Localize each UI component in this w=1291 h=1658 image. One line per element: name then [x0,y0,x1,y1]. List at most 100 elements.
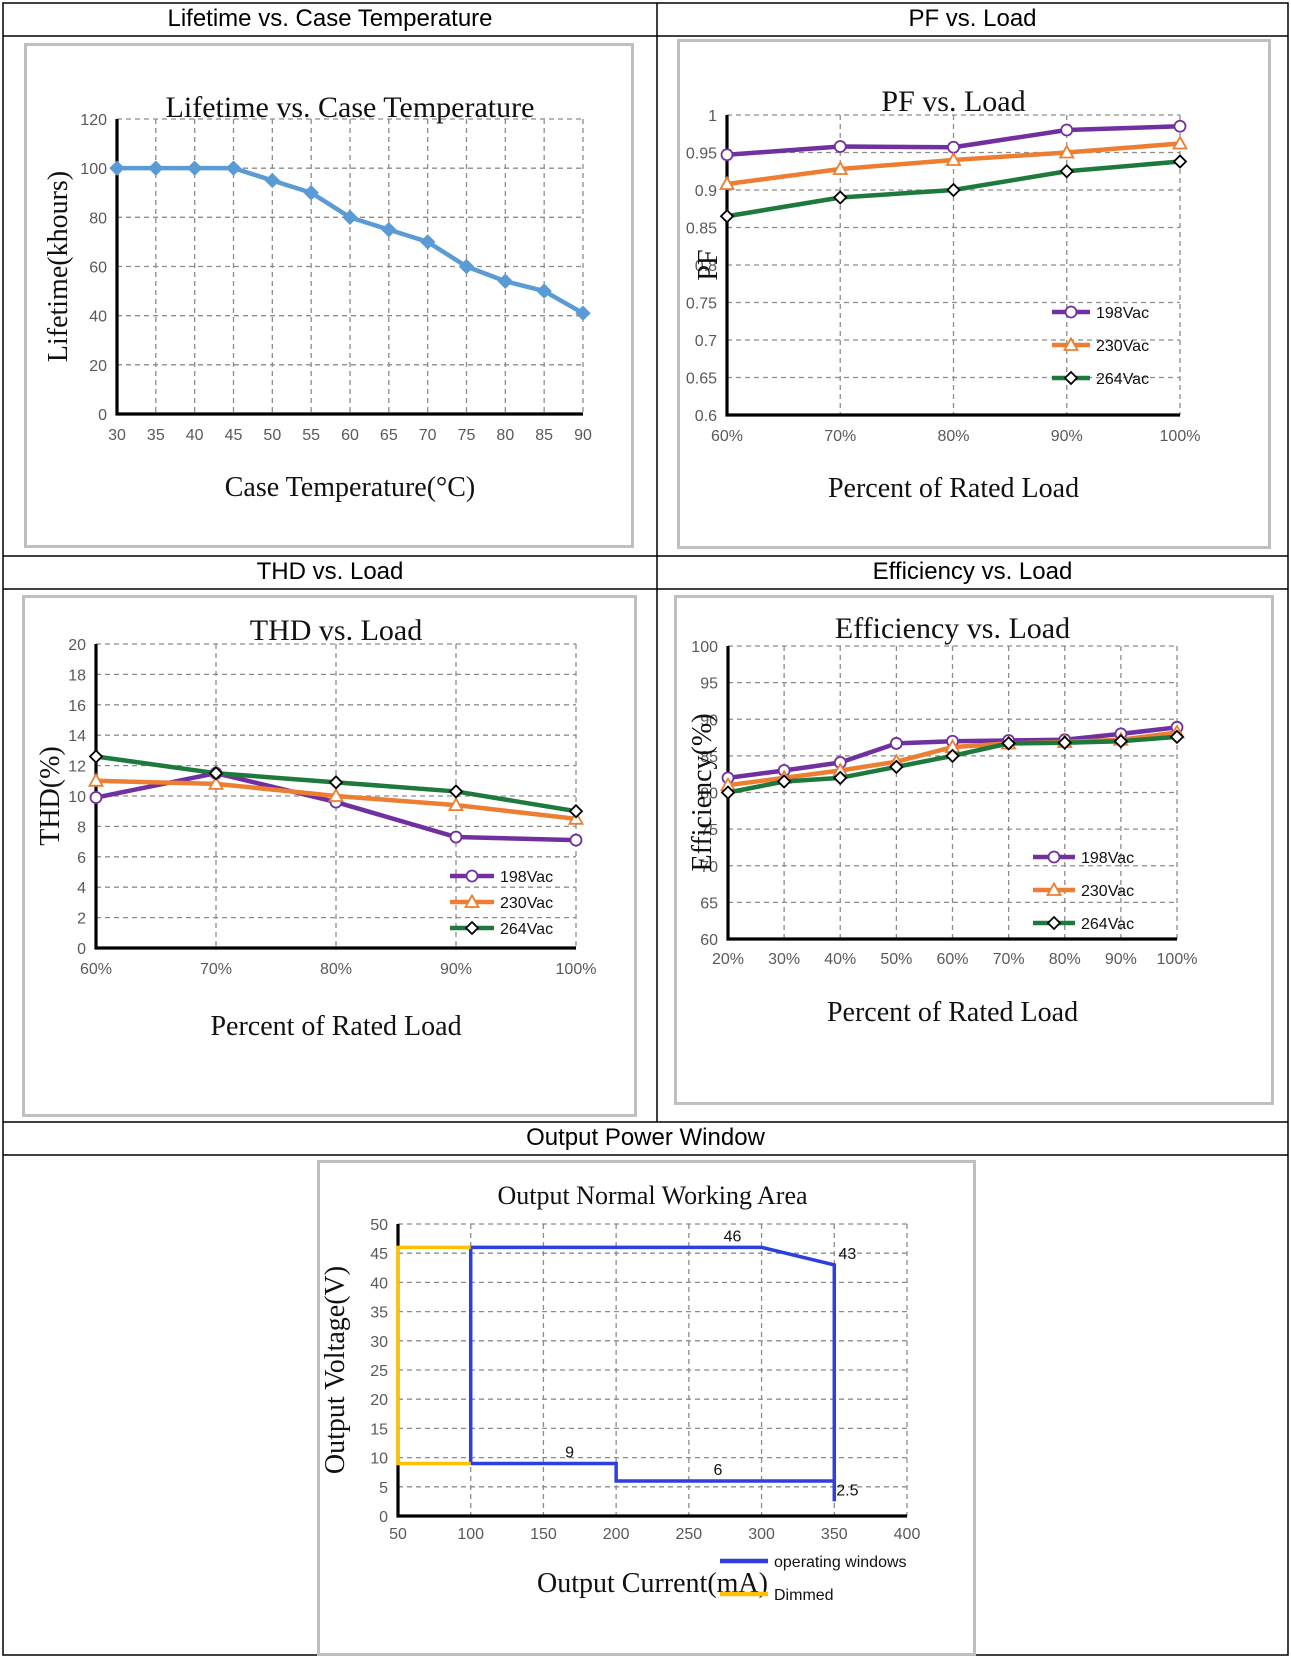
pf-series-230vac [718,135,1189,190]
output-annotation: 6 [713,1462,722,1479]
thd-y-tick-label: 12 [68,759,86,776]
header-efficiency: Efficiency vs. Load [872,558,1073,585]
output-chart-frame: Output Normal Working Area 0 5 10 15 20 25 30 35… [317,1160,976,1656]
output-x-tick-label: 400 [894,1526,921,1543]
thd-y-tick-label: 6 [77,850,86,867]
thd-data-point [207,775,225,790]
efficiency-data-point [889,759,904,775]
pf-y-tick-label: 0.65 [686,371,717,388]
thd-data-point [449,830,463,844]
thd-chart-frame: THD vs. Load 0 2 4 6 8 10 12 14 16 18 20 60% 70% 80% 90… [22,595,637,1117]
efficiency-data-point [945,748,960,764]
output-legend: operating windows Dimmed [720,1554,907,1604]
thd-data-point [88,749,104,764]
efficiency-x-tick-label: 80% [1049,951,1081,968]
lifetime-x-tick-label: 45 [225,427,243,444]
pf-x-tick-label: 80% [937,428,969,445]
header-output: Output Power Window [526,1124,765,1151]
thd-legend-label: 198Vac [500,869,553,886]
output-y-tick-label: 45 [370,1246,388,1263]
efficiency-x-tick-label: 60% [936,951,968,968]
lifetime-x-axis-label: Case Temperature(°C) [225,472,476,503]
pf-data-point [946,182,961,198]
lifetime-data-point [575,305,591,321]
thd-x-tick-label: 80% [320,961,352,978]
lifetime-data-point [225,160,242,176]
output-series-dimmed [396,1245,471,1466]
thd-legend-label: 230Vac [500,895,553,912]
output-y-tick-label: 35 [370,1305,388,1322]
pf-data-point [719,208,735,224]
pf-y-tick-label: 0.7 [695,333,717,350]
output-x-tick-label: 350 [821,1526,848,1543]
output-y-axis-label: Output Voltage(V) [320,1266,351,1474]
thd-chart: THD vs. Load 0 2 4 6 8 10 12 14 16 18 20 60% 70% 80% 90… [35,614,597,1042]
thd-plot-root: THD vs. Load 0 2 4 6 8 10 12 14 16 18 20 60% 70% 80% 90… [35,614,597,1042]
thd-data-point [568,803,584,819]
lifetime-x-tick-label: 80 [496,427,514,444]
pf-data-point [832,160,849,175]
thd-legend-marker [463,893,481,908]
efficiency-data-point [1113,733,1129,749]
lifetime-x-tick-label: 55 [302,427,320,444]
efficiency-y-tick-label: 80 [700,786,718,803]
lifetime-data-point [536,283,552,299]
lifetime-x-tick-label: 35 [147,427,165,444]
pf-y-tick-label: 0.95 [686,146,717,163]
pf-data-point [718,175,736,190]
output-series-line [396,1245,471,1466]
efficiency-y-tick-label: 65 [700,895,718,912]
pf-legend-marker [1063,370,1079,386]
lifetime-x-tick-label: 40 [186,427,204,444]
output-plot-root: Output Normal Working Area 0 5 10 15 20 25 30 35… [320,1181,921,1604]
pf-data-point [1172,154,1188,169]
lifetime-x-tick-label: 85 [535,427,553,444]
efficiency-y-tick-label: 95 [700,676,718,693]
efficiency-data-point [1001,736,1016,751]
lifetime-x-tick-label: 30 [108,427,126,444]
lifetime-data-point [109,160,125,176]
header-thd: THD vs. Load [256,558,404,585]
efficiency-legend-label: 264Vac [1081,916,1134,933]
output-x-tick-label: 200 [603,1526,630,1543]
pf-series-264vac [719,154,1188,224]
output-annotation: 9 [565,1444,574,1461]
efficiency-y-axis-label: Efficiency(%) [687,713,718,871]
efficiency-data-point [1057,735,1073,750]
pf-x-axis-label: Percent of Rated Load [828,473,1079,504]
efficiency-legend-label: 230Vac [1081,883,1134,900]
thd-data-point [89,791,103,804]
efficiency-legend-marker [1046,915,1062,931]
output-y-tick-label: 25 [370,1363,388,1380]
efficiency-legend-label: 198Vac [1081,850,1134,867]
pf-data-point [947,140,960,154]
thd-legend: 198Vac 230Vac 264Vac [450,869,553,938]
thd-y-tick-label: 14 [68,728,86,745]
pf-chart-frame: PF vs. Load 0.6 0.65 0.7 0.75 0.8 0.85 0.9 0.95 1… [677,39,1271,549]
thd-y-tick-label: 16 [68,698,86,715]
efficiency-x-tick-label: 20% [712,951,744,968]
efficiency-x-tick-label: 30% [768,951,800,968]
pf-x-tick-label: 100% [1160,428,1201,445]
output-legend-label: Dimmed [774,1587,834,1604]
pf-plot-root: PF vs. Load 0.6 0.65 0.7 0.75 0.8 0.85 0.9 0.95 1… [686,85,1201,504]
output-x-tick-label: 300 [748,1526,775,1543]
output-series-operating-windows [468,1245,837,1502]
lifetime-data-point [148,160,164,176]
output-x-tick-label: 100 [457,1526,484,1543]
pf-legend-label: 198Vac [1096,305,1149,322]
thd-y-tick-label: 8 [77,819,86,836]
output-chart-title: Output Normal Working Area [497,1181,808,1210]
lifetime-data-point [458,258,475,275]
lifetime-data-point [342,209,358,226]
efficiency-data-point [889,737,903,750]
pf-series-198vac [720,119,1187,162]
thd-data-point [569,833,583,847]
efficiency-x-tick-label: 50% [880,951,912,968]
lifetime-x-tick-label: 75 [458,427,476,444]
pf-x-tick-label: 70% [824,428,856,445]
lifetime-data-point [264,172,281,189]
lifetime-data-point [186,160,203,176]
efficiency-y-tick-label: 90 [700,712,718,729]
pf-data-point [720,148,734,162]
